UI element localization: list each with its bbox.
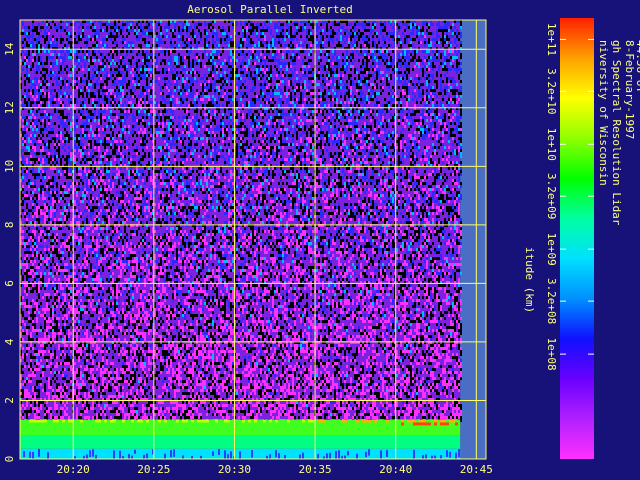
colorbar-tick-label: 3.2e+09 xyxy=(545,173,558,219)
no-data-region xyxy=(460,20,486,459)
annotation-line: 8-February-1997 xyxy=(623,40,636,139)
annotation: niversity of Wisconsin gh Spectral Resolu… xyxy=(597,40,640,226)
x-tick-label: 20:35 xyxy=(299,463,332,476)
plot-frame xyxy=(19,19,487,460)
plot-area xyxy=(20,20,486,459)
x-axis: 20:20 20:25 20:30 20:35 20:40 20:45 xyxy=(57,463,493,476)
x-tick-label: 20:20 xyxy=(57,463,90,476)
y-tick-label: 12 xyxy=(3,101,16,114)
y-axis-label-group: itude (km) xyxy=(523,247,536,313)
x-tick-label: 20:30 xyxy=(218,463,251,476)
y-tick-label: 4 xyxy=(3,338,16,345)
layer-boundary-layer-upper xyxy=(20,419,461,436)
annotation-line: 44:58 UT xyxy=(634,40,640,93)
noise-texture xyxy=(20,20,462,422)
y-axis-label: itude (km) xyxy=(523,247,536,313)
colorbar-ticks: 1e+08 3.2e+08 1e+09 3.2e+09 1e+10 3.2e+10 1e+1… xyxy=(545,23,594,371)
layer-boundary-layer-lower xyxy=(20,435,461,449)
annotation-line: gh Spectral Resolution Lidar xyxy=(610,40,623,226)
y-tick-label: 2 xyxy=(3,397,16,404)
grid-layer xyxy=(19,19,487,460)
y-tick-label: 10 xyxy=(3,160,16,173)
chart-title: Aerosol Parallel Inverted xyxy=(187,3,353,16)
y-tick-label: 8 xyxy=(3,222,16,229)
colorbar-tick-label: 1e+10 xyxy=(545,128,558,161)
y-tick-label: 14 xyxy=(3,42,16,56)
colorbar-tick-label: 3.2e+08 xyxy=(545,278,558,324)
x-tick-label: 20:40 xyxy=(379,463,412,476)
colorbar-tick-label: 1e+08 xyxy=(545,338,558,371)
x-tick-label: 20:45 xyxy=(460,463,493,476)
y-tick-label: 6 xyxy=(3,280,16,287)
colorbar-tick-label: 1e+11 xyxy=(545,23,558,56)
y-tick-label: 0 xyxy=(3,456,16,463)
layer-texture xyxy=(23,419,460,459)
colorbar xyxy=(560,18,594,459)
colorbar-tick-label: 3.2e+10 xyxy=(545,68,558,114)
y-axis: 0 2 4 6 8 10 12 14 xyxy=(3,42,16,462)
colorbar-tick-label: 1e+09 xyxy=(545,233,558,266)
annotation-line: niversity of Wisconsin xyxy=(597,40,610,186)
x-tick-label: 20:25 xyxy=(137,463,170,476)
